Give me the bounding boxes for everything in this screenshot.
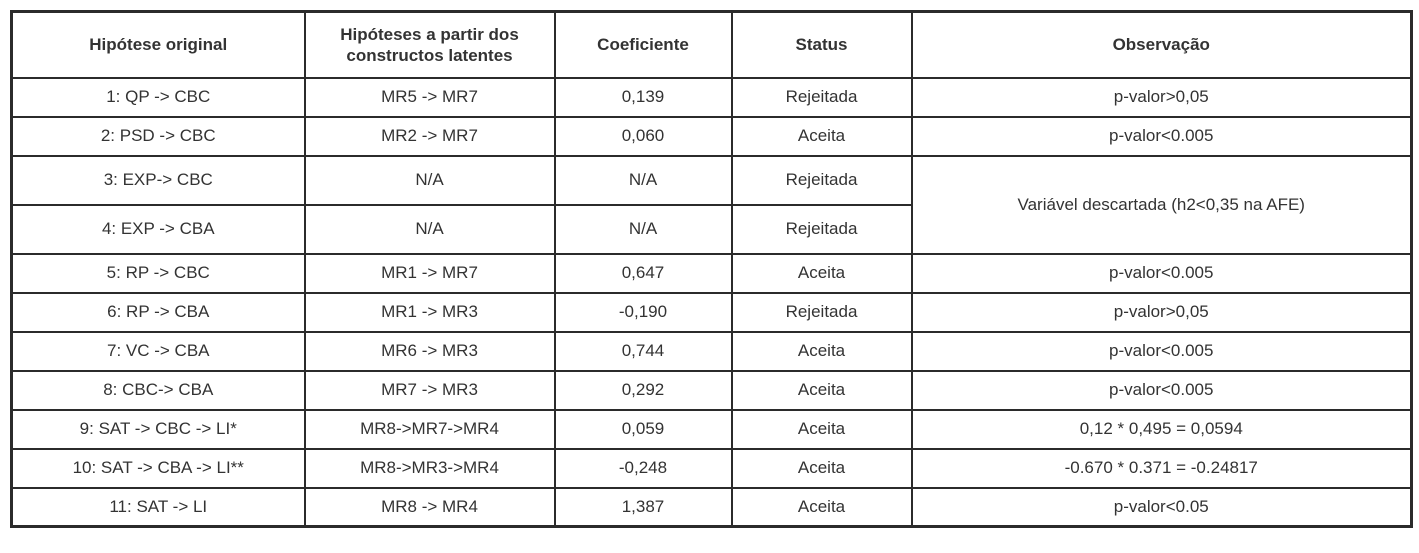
cell-hypothesis: 2: PSD -> CBC xyxy=(10,115,306,157)
table-body: 1: QP -> CBC MR5 -> MR7 0,139 Rejeitada p-va… xyxy=(10,76,1413,528)
cell-observation: p-valor>0,05 xyxy=(910,76,1413,118)
header-hypothesis-original: Hipótese original xyxy=(10,10,306,79)
cell-hypothesis: 11: SAT -> LI xyxy=(10,486,306,528)
table-row: 8: CBC-> CBA MR7 -> MR3 0,292 Aceita p-valor… xyxy=(10,369,1413,411)
cell-status: Aceita xyxy=(730,115,913,157)
hypotheses-results-table: Hipótese original Hipóteses a partir dos… xyxy=(10,10,1413,528)
table-row: 7: VC -> CBA MR6 -> MR3 0,744 Aceita p-valor… xyxy=(10,330,1413,372)
cell-latent-hypothesis: MR8->MR7->MR4 xyxy=(303,408,556,450)
cell-status: Aceita xyxy=(730,369,913,411)
cell-coefficient: 0,647 xyxy=(553,252,733,294)
cell-observation: -0.670 * 0.371 = -0.24817 xyxy=(910,447,1413,489)
cell-hypothesis: 7: VC -> CBA xyxy=(10,330,306,372)
header-observation: Observação xyxy=(910,10,1413,79)
cell-coefficient: N/A xyxy=(553,154,733,206)
table-row: 6: RP -> CBA MR1 -> MR3 -0,190 Rejeitada p-v… xyxy=(10,291,1413,333)
table-row: 10: SAT -> CBA -> LI** MR8->MR3->MR4 -0,24… xyxy=(10,447,1413,489)
cell-status: Aceita xyxy=(730,486,913,528)
cell-observation: p-valor<0.05 xyxy=(910,486,1413,528)
cell-coefficient: 0,060 xyxy=(553,115,733,157)
cell-coefficient: 1,387 xyxy=(553,486,733,528)
cell-coefficient: 0,139 xyxy=(553,76,733,118)
cell-latent-hypothesis: N/A xyxy=(303,203,556,255)
cell-hypothesis: 8: CBC-> CBA xyxy=(10,369,306,411)
cell-hypothesis: 5: RP -> CBC xyxy=(10,252,306,294)
cell-observation: 0,12 * 0,495 = 0,0594 xyxy=(910,408,1413,450)
cell-coefficient: 0,059 xyxy=(553,408,733,450)
cell-hypothesis: 4: EXP -> CBA xyxy=(10,203,306,255)
cell-hypothesis: 6: RP -> CBA xyxy=(10,291,306,333)
cell-status: Rejeitada xyxy=(730,76,913,118)
table-row: 4: EXP -> CBA N/A N/A Rejeitada xyxy=(10,203,1412,255)
cell-coefficient: 0,744 xyxy=(553,330,733,372)
cell-coefficient: -0,190 xyxy=(553,291,733,333)
cell-hypothesis: 3: EXP-> CBC xyxy=(10,154,306,206)
table-header: Hipótese original Hipóteses a partir dos… xyxy=(10,10,1413,79)
cell-observation: p-valor<0.005 xyxy=(910,115,1413,157)
cell-latent-hypothesis: N/A xyxy=(303,154,556,206)
table-row: 3: EXP-> CBC N/A N/A Rejeitada Variável desc… xyxy=(10,154,1413,255)
table-row: 5: RP -> CBC MR1 -> MR7 0,647 Aceita p-valor… xyxy=(10,252,1413,294)
cell-latent-hypothesis: MR8 -> MR4 xyxy=(303,486,556,528)
cell-latent-hypothesis: MR7 -> MR3 xyxy=(303,369,556,411)
cell-coefficient: 0,292 xyxy=(553,369,733,411)
table-row: 11: SAT -> LI MR8 -> MR4 1,387 Aceita p-valo… xyxy=(10,486,1413,528)
cell-latent-hypothesis: MR2 -> MR7 xyxy=(303,115,556,157)
header-status: Status xyxy=(730,10,913,79)
table-row: 2: PSD -> CBC MR2 -> MR7 0,060 Aceita p-valo… xyxy=(10,115,1413,157)
cell-hypothesis: 1: QP -> CBC xyxy=(10,76,306,118)
cell-observation: p-valor<0.005 xyxy=(910,252,1413,294)
cell-status: Rejeitada xyxy=(730,154,913,206)
cell-hypothesis: 10: SAT -> CBA -> LI** xyxy=(10,447,306,489)
cell-coefficient: N/A xyxy=(553,203,733,255)
cell-observation: p-valor<0.005 xyxy=(910,330,1413,372)
header-coefficient: Coeficiente xyxy=(553,10,733,79)
cell-status: Aceita xyxy=(730,408,913,450)
cell-status: Aceita xyxy=(730,447,913,489)
table-row: 1: QP -> CBC MR5 -> MR7 0,139 Rejeitada p-va… xyxy=(10,76,1413,118)
cell-coefficient: -0,248 xyxy=(553,447,733,489)
header-latent-constructs: Hipóteses a partir dos constructos laten… xyxy=(303,10,556,79)
header-row: Hipótese original Hipóteses a partir dos… xyxy=(10,10,1413,79)
cell-hypothesis: 9: SAT -> CBC -> LI* xyxy=(10,408,306,450)
cell-status: Aceita xyxy=(730,252,913,294)
cell-observation: p-valor<0.005 xyxy=(910,369,1413,411)
cell-latent-hypothesis: MR1 -> MR3 xyxy=(303,291,556,333)
cell-latent-hypothesis: MR8->MR3->MR4 xyxy=(303,447,556,489)
cell-latent-hypothesis: MR6 -> MR3 xyxy=(303,330,556,372)
cell-observation: p-valor>0,05 xyxy=(910,291,1413,333)
cell-status: Aceita xyxy=(730,330,913,372)
cell-status: Rejeitada xyxy=(730,203,913,255)
table-row: 9: SAT -> CBC -> LI* MR8->MR7->MR4 0,059 Ac… xyxy=(10,408,1413,450)
cell-latent-hypothesis: MR1 -> MR7 xyxy=(303,252,556,294)
cell-status: Rejeitada xyxy=(730,291,913,333)
cell-latent-hypothesis: MR5 -> MR7 xyxy=(303,76,556,118)
cell-observation: Variável descartada (h2<0,35 na AFE) xyxy=(910,154,1413,255)
